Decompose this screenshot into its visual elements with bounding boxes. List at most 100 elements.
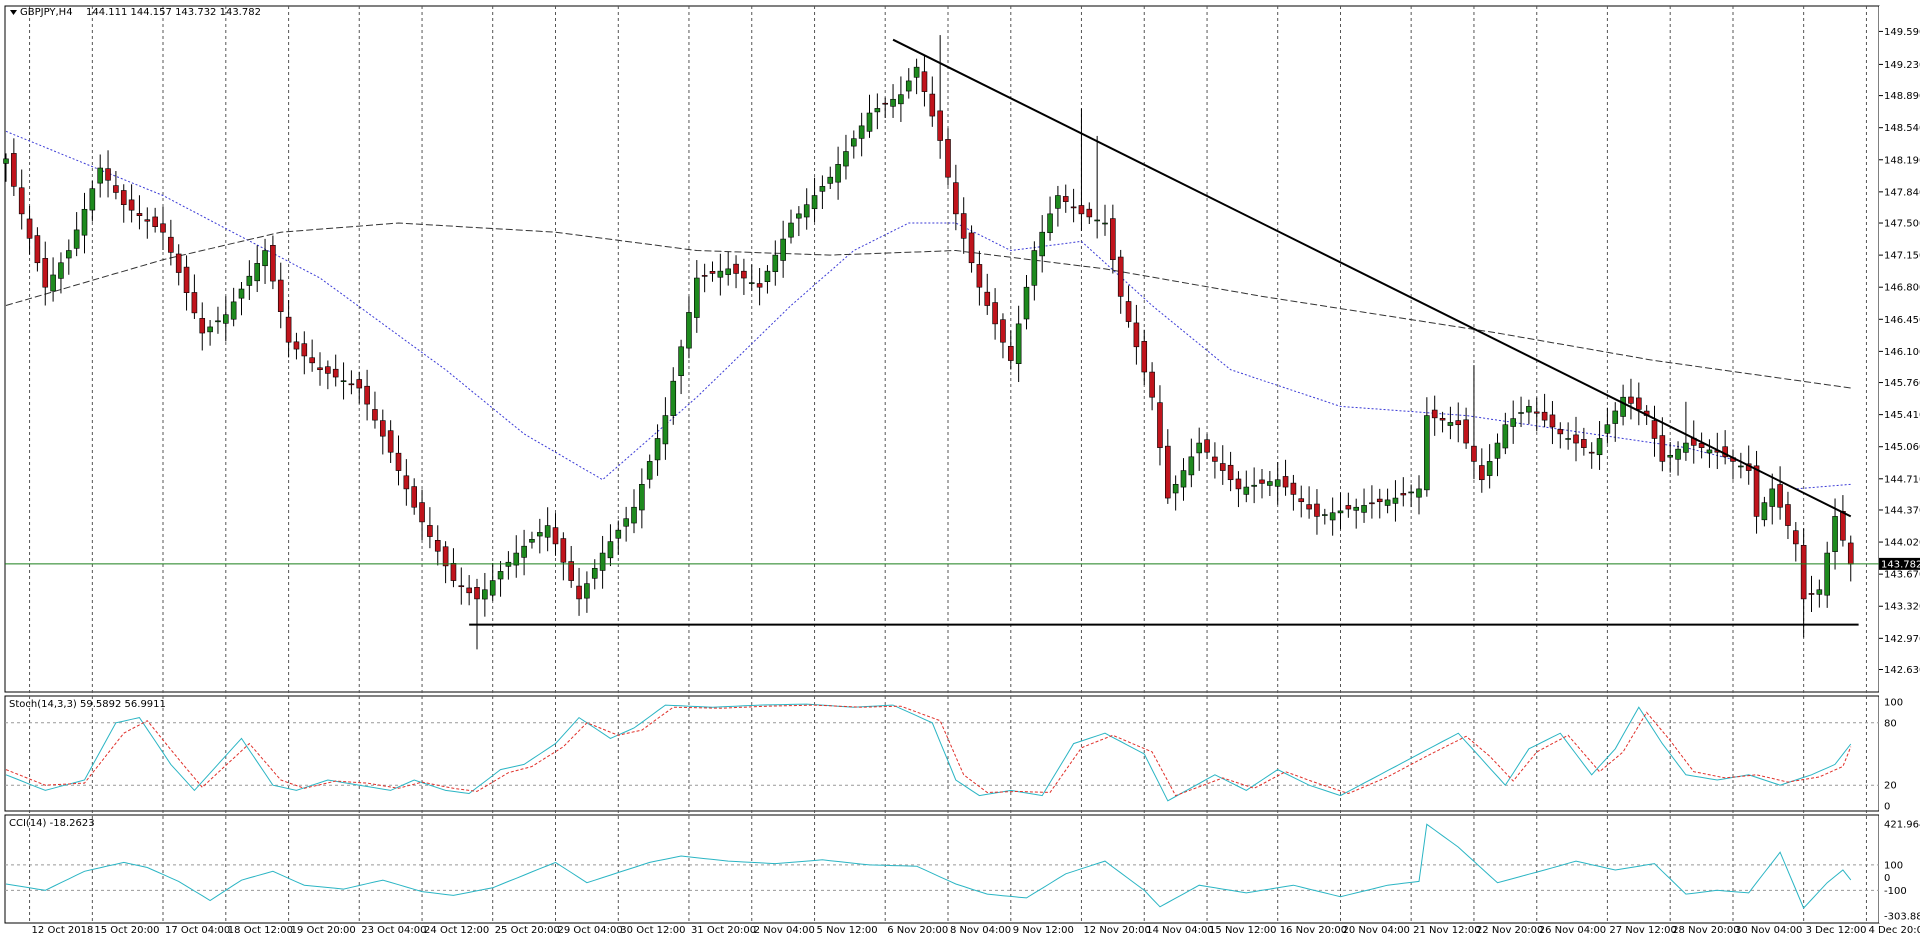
candle-body-bear [1847, 542, 1854, 565]
candle-body-bear [1345, 505, 1352, 510]
price-tick-label: 148.540 [1884, 123, 1920, 134]
candle-body-bull [654, 438, 661, 461]
candle-body-bull [1267, 481, 1273, 486]
cci-tick-label: 100 [1884, 860, 1903, 871]
candle-body-bear [1557, 429, 1564, 435]
candle-body-bull [1518, 412, 1524, 414]
candle-body-bull [66, 250, 72, 259]
candle-body-bull [850, 138, 857, 147]
price-tick-label: 142.970 [1884, 634, 1920, 645]
candle-body-bull [615, 529, 622, 539]
ma-fast-line [5, 130, 1851, 490]
candle-body-bear [1070, 206, 1077, 209]
candle-body-bear [937, 110, 943, 141]
candle-body-bear [701, 275, 708, 277]
candle-body-bull [1015, 323, 1022, 365]
price-tick-label: 144.370 [1884, 505, 1920, 516]
candle-body-bear [1573, 434, 1579, 444]
candle-body-bear [741, 270, 747, 279]
candle-body-bull [599, 552, 606, 571]
candle-body-bear [1141, 341, 1148, 373]
candle-body-bear [1086, 208, 1093, 218]
cci-line [5, 823, 1852, 910]
candle-body-bear [1235, 478, 1242, 490]
candle-body-bear [1777, 484, 1783, 508]
candle-body-bull [3, 158, 9, 164]
candle-body-bear [450, 563, 457, 581]
candle-body-bull [340, 380, 347, 383]
candle-body-bear [576, 585, 582, 600]
candle-body-bull [1361, 505, 1367, 513]
candle-body-bull [89, 188, 96, 211]
candle-body-bull [1102, 222, 1108, 225]
time-tick-label: 4 Dec 20:00 [1868, 925, 1920, 936]
time-tick-label: 28 Nov 20:00 [1672, 925, 1739, 936]
candle-body-bull [1761, 502, 1768, 521]
candle-body-bull [1408, 491, 1414, 494]
candle-body-bear [301, 343, 308, 357]
candle-body-bull [1353, 506, 1359, 511]
price-tick-label: 147.840 [1884, 187, 1920, 198]
candle-body-bear [1800, 544, 1807, 600]
price-tick-label: 146.450 [1884, 315, 1920, 326]
candle-body-bull [1816, 589, 1823, 595]
candle-body-bull [482, 589, 488, 600]
price-tick-label: 144.020 [1884, 538, 1920, 549]
symbol-dropdown-icon[interactable] [10, 10, 17, 15]
descending-trendline[interactable] [892, 38, 1852, 518]
candle-body-bull [670, 380, 677, 416]
candle-body-bull [1738, 465, 1744, 468]
candle-body-bull [639, 484, 645, 511]
candle-body-bull [662, 415, 669, 445]
candle-body-bear [1651, 420, 1658, 439]
candle-body-bull [1424, 415, 1430, 491]
time-tick-label: 21 Nov 12:00 [1413, 925, 1480, 936]
time-tick-label: 30 Nov 04:00 [1735, 925, 1802, 936]
time-tick-label: 8 Nov 04:00 [950, 925, 1011, 936]
price-tick-label: 145.060 [1884, 442, 1920, 453]
candle-body-bull [1337, 510, 1344, 514]
trendlines[interactable] [469, 38, 1859, 626]
cci-tick-label: 0 [1884, 873, 1890, 884]
candle-body-bear [992, 302, 998, 325]
candle-body-bull [1706, 449, 1713, 454]
candle-body-bull [788, 222, 794, 238]
price-tick-label: 144.710 [1884, 474, 1920, 485]
candle-body-bear [442, 546, 449, 567]
time-tick-label: 12 Oct 2018 [32, 925, 94, 936]
ma-slow-line [5, 222, 1851, 389]
candle-body-bull [223, 314, 229, 324]
candle-body-bear [42, 258, 49, 288]
price-tick-label: 147.150 [1884, 251, 1920, 262]
current-price-tag [1879, 557, 1920, 570]
price-tick-label: 143.320 [1884, 602, 1920, 613]
candle-body-bull [489, 580, 496, 596]
time-tick-label: 15 Nov 12:00 [1209, 925, 1276, 936]
candle-body-bear [144, 219, 151, 222]
candle-body-bull [1384, 499, 1391, 506]
candle-body-bear [379, 420, 386, 437]
candle-body-bear [1636, 397, 1642, 410]
candle-body-bull [1392, 497, 1399, 504]
candle-body-bull [1188, 456, 1195, 476]
candle-body-bull [1510, 418, 1516, 427]
candle-body-bear [1793, 530, 1799, 545]
candle-body-bear [168, 236, 174, 253]
time-tick-label: 17 Oct 04:00 [165, 925, 230, 936]
cci-panel-frame [4, 814, 1880, 924]
price-tick-label: 145.760 [1884, 378, 1920, 389]
candle-body-bull [1322, 514, 1328, 516]
candle-body-bull [1683, 442, 1689, 453]
candle-body-bear [387, 430, 394, 453]
candle-body-bull [717, 270, 724, 278]
candle-body-bear [466, 587, 472, 594]
price-axis: 149.590 149.230 148.890 148.540 148.190 147.8… [5, 27, 1920, 676]
candle-body-bear [18, 187, 25, 215]
candle-body-bull [607, 541, 614, 559]
candle-body-bull [230, 301, 237, 320]
candle-body-bull [1274, 479, 1281, 487]
candle-body-bull [529, 539, 535, 543]
candle-body-bull [764, 270, 771, 283]
